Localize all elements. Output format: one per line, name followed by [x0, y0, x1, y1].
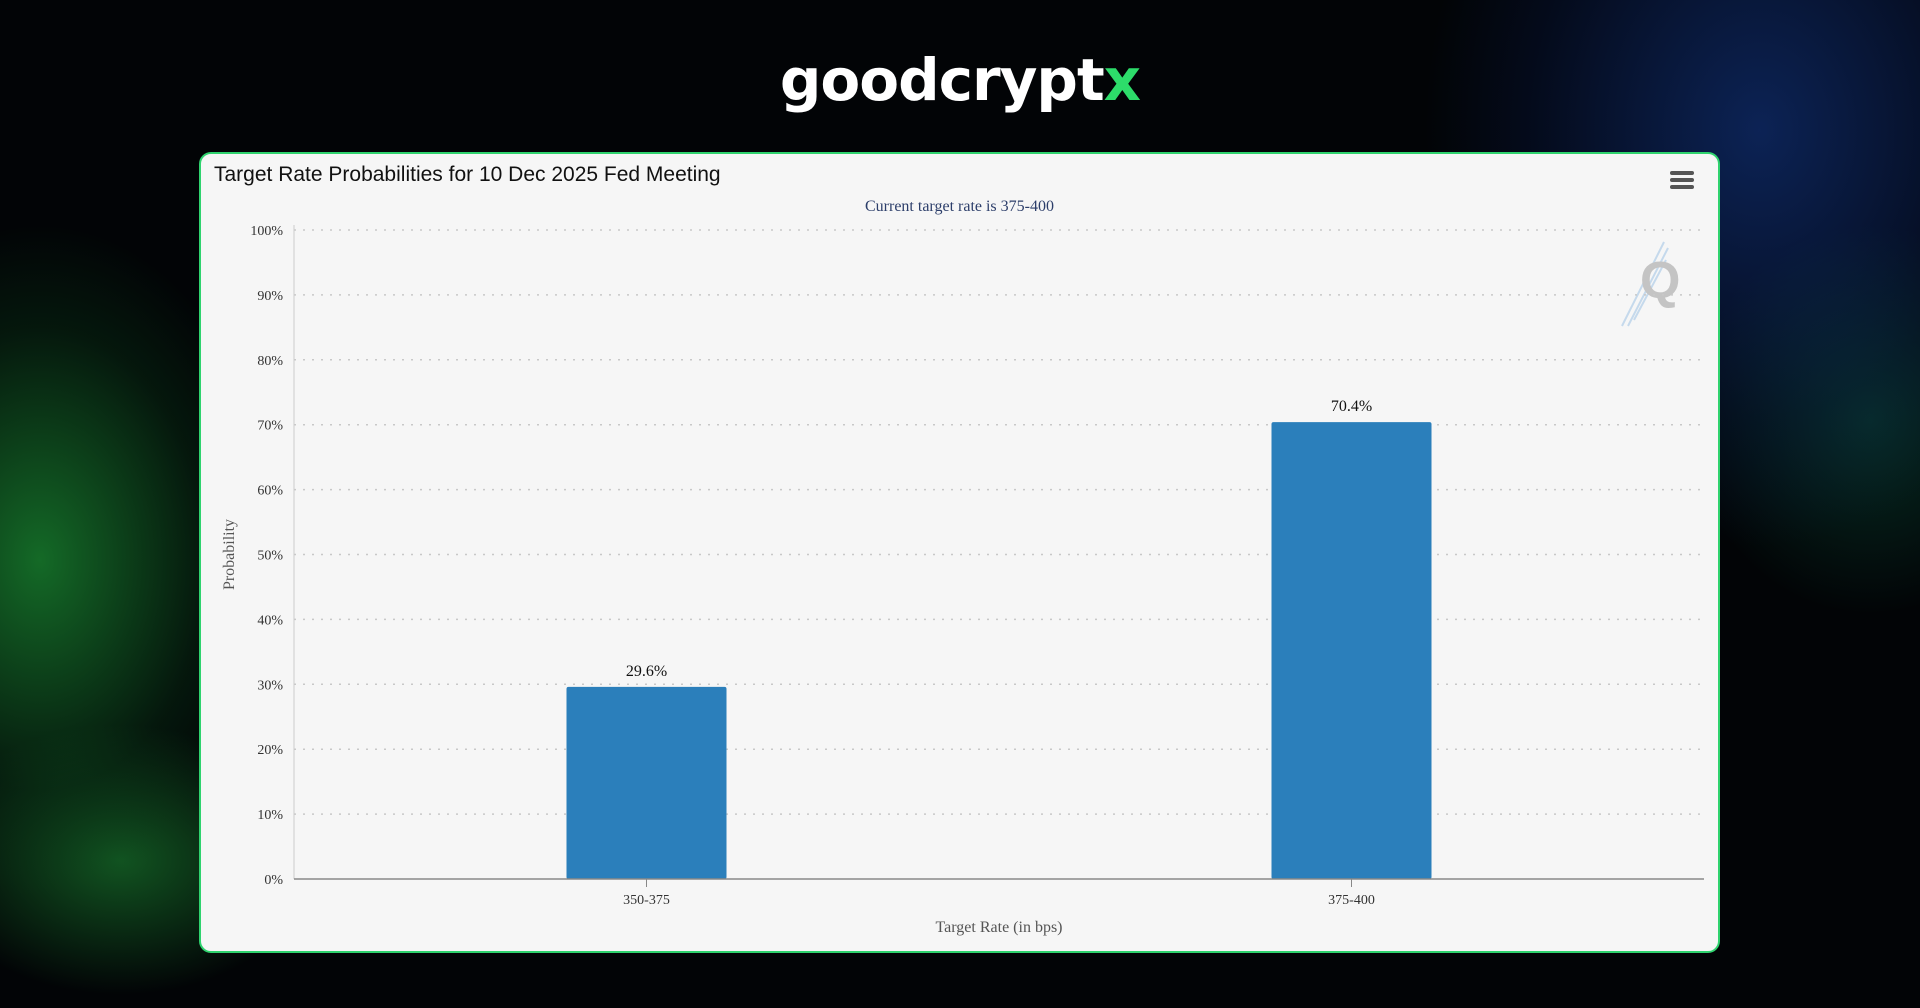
- x-axis-ticks: 350-375 375-400: [623, 879, 1375, 908]
- data-labels: 29.6% 70.4%: [626, 398, 1372, 680]
- bars: [566, 422, 1432, 879]
- svg-text:Q: Q: [1640, 252, 1680, 310]
- y-tick-label: 50%: [257, 549, 283, 564]
- data-label: 29.6%: [626, 663, 667, 680]
- chart-subtitle: Current target rate is 375-400: [865, 198, 1054, 215]
- brand-logo: goodcryptx: [0, 46, 1920, 114]
- x-tick-label: 375-400: [1328, 893, 1375, 908]
- data-label: 70.4%: [1331, 398, 1372, 415]
- y-tick-label: 30%: [257, 678, 283, 693]
- y-tick-label: 80%: [257, 354, 283, 369]
- y-axis-title: Probability: [221, 519, 238, 590]
- y-tick-label: 0%: [264, 873, 283, 888]
- gridlines: [294, 229, 1704, 815]
- bar-350-375: [566, 686, 727, 879]
- y-tick-label: 40%: [257, 613, 283, 628]
- y-tick-label: 60%: [257, 484, 283, 499]
- y-tick-label: 10%: [257, 808, 283, 823]
- x-axis-title: Target Rate (in bps): [936, 919, 1063, 936]
- y-tick-label: 70%: [257, 419, 283, 434]
- chart-card: Target Rate Probabilities for 10 Dec 202…: [199, 152, 1720, 953]
- brand-accent: x: [1103, 46, 1141, 114]
- brand-name: goodcrypt: [779, 46, 1105, 114]
- y-tick-label: 90%: [257, 289, 283, 304]
- chart-title: Target Rate Probabilities for 10 Dec 202…: [214, 163, 721, 186]
- menu-icon[interactable]: [1668, 168, 1696, 192]
- x-tick-label: 350-375: [623, 893, 670, 908]
- chart-plot: 0% 10% 20% 30% 40% 50% 60% 70% 80% 90% 100% 29.6% 7…: [221, 224, 1704, 936]
- y-tick-label: 100%: [250, 224, 283, 239]
- bar-375-400: [1271, 422, 1432, 879]
- y-axis-ticks: 0% 10% 20% 30% 40% 50% 60% 70% 80% 90% 100%: [250, 224, 283, 888]
- q-logo-icon: Q: [1621, 241, 1680, 327]
- y-tick-label: 20%: [257, 743, 283, 758]
